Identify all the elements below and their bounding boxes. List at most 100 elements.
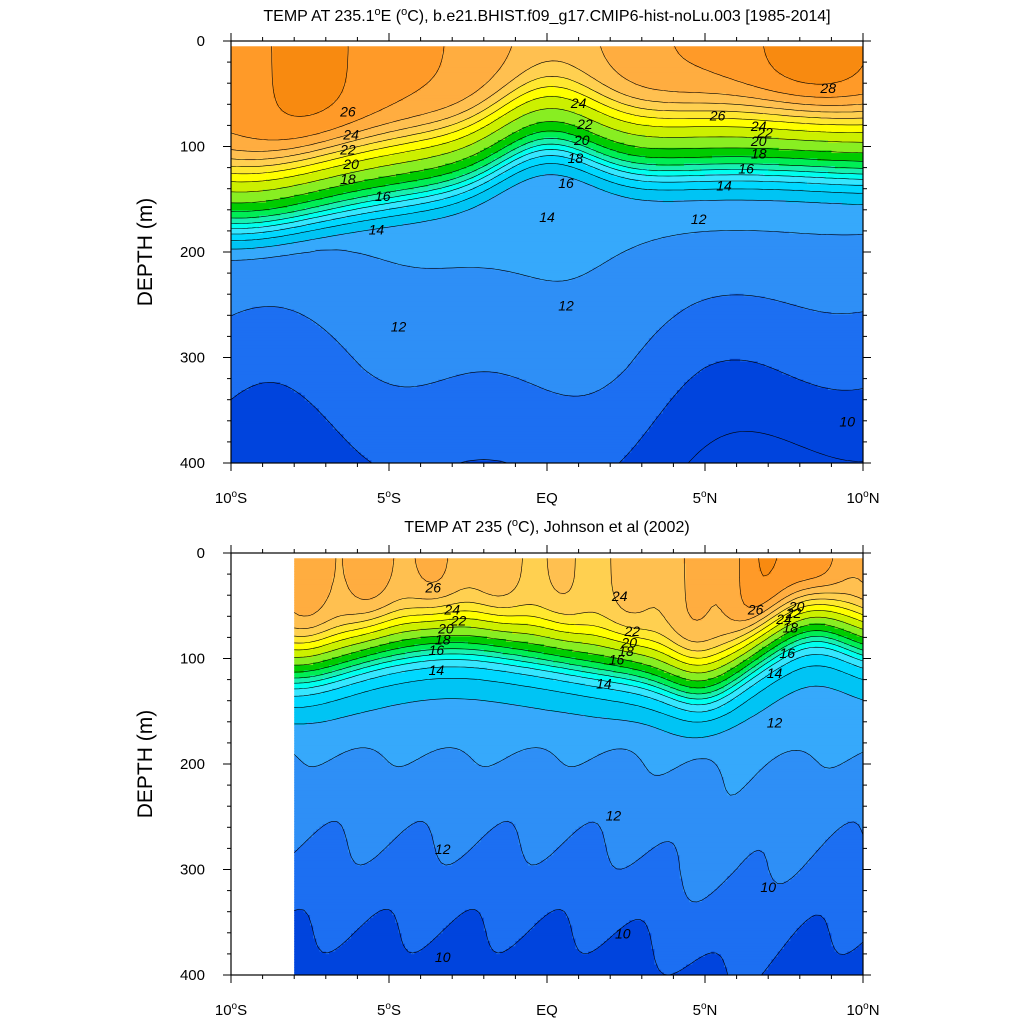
- contour-label: 18: [568, 150, 584, 166]
- x-tick-label: EQ: [536, 490, 558, 507]
- contour-label: 10: [760, 879, 776, 895]
- y-tick-label: 0: [197, 545, 205, 562]
- contour-label: 22: [756, 125, 773, 141]
- contour-line-21: [231, 108, 863, 193]
- x-tick-label: 5oS: [377, 489, 401, 507]
- contour-label: 20: [437, 621, 454, 637]
- contour-label: 16: [738, 160, 754, 176]
- contour-label: 16: [779, 645, 795, 661]
- contour-label: 22: [576, 116, 593, 132]
- contour-line-20: [231, 121, 863, 204]
- contour-label: 10: [435, 949, 451, 965]
- x-tick-label: 5oN: [693, 489, 718, 507]
- x-tick-label: 5oS: [377, 1001, 401, 1019]
- contour-line-11: [231, 294, 863, 397]
- contour-label: 14: [369, 222, 385, 238]
- contour-label: 22: [339, 141, 356, 157]
- contour-label: 26: [747, 602, 764, 618]
- contour-label: 20: [342, 156, 359, 172]
- contour-label: 14: [596, 676, 612, 692]
- x-tick-label: 10oN: [846, 1001, 879, 1019]
- contour-line-27: [739, 558, 834, 608]
- contour-fill: [231, 46, 863, 463]
- contour-label: 18: [618, 643, 634, 659]
- contour-label: 14: [539, 209, 555, 225]
- contour-line-13: [231, 174, 863, 250]
- x-tick-label: 10oS: [215, 489, 247, 507]
- panel-top-contour-plot: [231, 46, 863, 463]
- y-tick-label: 400: [180, 455, 205, 472]
- contour-label: 28: [819, 80, 836, 96]
- panel-bottom-y-axis-label: DEPTH (m): [134, 710, 157, 819]
- panel-bottom-contour-labels: 2624222018161412102422201816141210262422…: [424, 580, 804, 965]
- contour-fill: [294, 558, 863, 975]
- contour-line-19: [294, 630, 863, 689]
- contour-label: 26: [709, 108, 726, 124]
- x-tick-label: 10oS: [215, 1001, 247, 1019]
- panel-top-y-axis-label: DEPTH (m): [134, 198, 157, 307]
- contour-line-17: [294, 641, 863, 700]
- contour-label: 26: [339, 103, 356, 119]
- contour-label: 24: [443, 602, 460, 618]
- contour-line-21: [294, 616, 863, 674]
- contour-line-10: [231, 359, 863, 463]
- contour-label: 12: [606, 808, 622, 824]
- contour-label: 24: [570, 95, 587, 111]
- contour-line-9: [688, 431, 863, 463]
- contour-label: 10: [615, 926, 631, 942]
- contour-label: 18: [435, 631, 451, 647]
- contour-label: 22: [785, 605, 802, 621]
- contour-line-24: [294, 598, 863, 652]
- panel-top-axes: 0 100 200 300 400 10oS 5oS EQ 5oN 10oN: [180, 33, 880, 507]
- contour-line-25: [294, 558, 863, 643]
- x-tick-label: EQ: [536, 1002, 558, 1019]
- x-tick-label: 5oN: [693, 1001, 718, 1019]
- contour-label: 14: [429, 662, 445, 678]
- contour-line-24: [231, 76, 863, 167]
- contour-label: 24: [750, 118, 767, 134]
- contour-label: 14: [716, 177, 732, 193]
- contour-line-10: [294, 908, 863, 975]
- contour-label: 26: [424, 580, 441, 596]
- contour-label: 20: [788, 599, 805, 615]
- contour-line-14: [294, 665, 863, 723]
- contour-line-20: [294, 623, 863, 682]
- panel-top: TEMP AT 235.1oE (oC), b.e21.BHIST.f09_g1…: [134, 6, 880, 507]
- contour-line-22: [231, 96, 863, 183]
- contour-line-25: [231, 60, 863, 160]
- contour-label: 12: [691, 211, 707, 227]
- contour-line-18: [294, 636, 863, 695]
- contour-label: 20: [750, 133, 767, 149]
- contour-label: 14: [767, 665, 783, 681]
- contour-label: 12: [435, 841, 451, 857]
- contour-lines: [231, 46, 863, 463]
- contour-label: 12: [558, 298, 574, 314]
- contour-line-26: [294, 558, 863, 622]
- contour-label: 20: [573, 132, 590, 148]
- panel-top-title: TEMP AT 235.1oE (oC), b.e21.BHIST.f09_g1…: [263, 6, 830, 25]
- contour-line-15: [231, 155, 863, 235]
- contour-label: 18: [340, 171, 356, 187]
- contour-label: 16: [375, 188, 391, 204]
- x-tick-label: 10oN: [846, 489, 879, 507]
- panel-bottom-title: TEMP AT 235 (oC), Johnson et al (2002): [404, 517, 689, 536]
- contour-label: 12: [391, 319, 407, 335]
- contour-line-26: [231, 46, 863, 152]
- panel-top-contour-labels: 2624222018161412242220181614122624222018…: [339, 80, 855, 429]
- y-tick-label: 400: [180, 967, 205, 984]
- y-tick-label: 200: [180, 244, 205, 261]
- contour-line-16: [294, 646, 863, 706]
- contour-label: 22: [624, 623, 641, 639]
- contour-label: 10: [839, 414, 855, 430]
- contour-line-11: [293, 820, 863, 903]
- contour-line-14: [231, 163, 863, 241]
- contour-line-23: [294, 604, 863, 659]
- contour-label: 16: [558, 175, 574, 191]
- contour-label: 18: [751, 146, 767, 162]
- contour-line-16: [231, 149, 863, 229]
- contour-label: 16: [429, 642, 445, 658]
- panel-bottom-axes: 0 100 200 300 400 10oS 5oS EQ 5oN 10oN: [180, 545, 880, 1019]
- contour-label: 16: [609, 651, 625, 667]
- contour-line-17: [231, 143, 863, 224]
